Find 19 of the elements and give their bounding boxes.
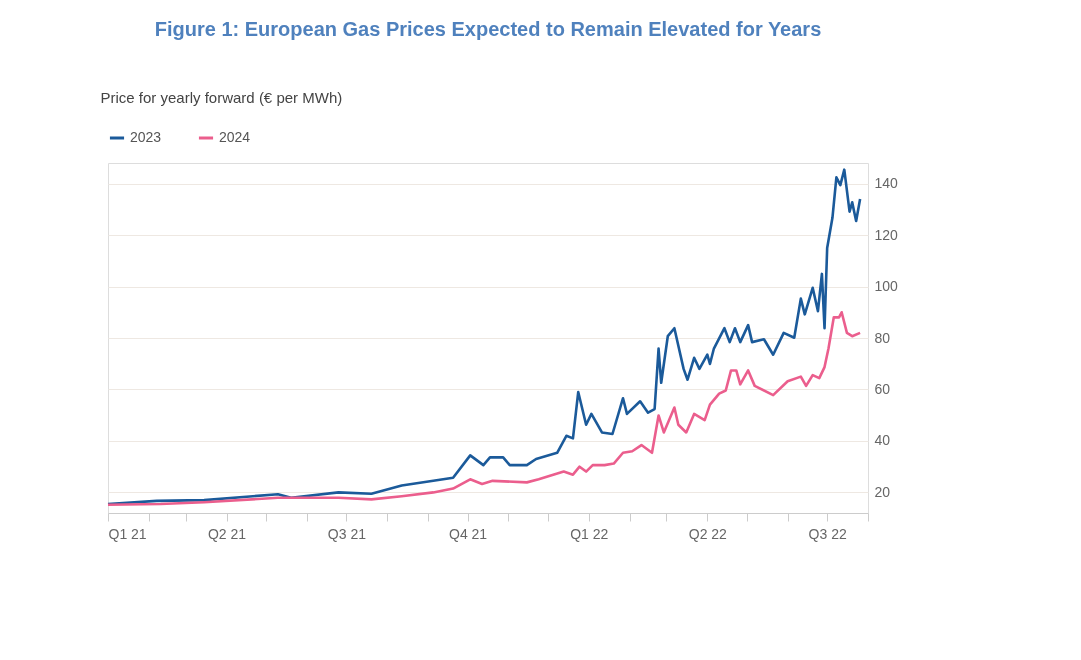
legend-label: 2024 [219, 129, 251, 145]
y-axis-title: Price for yearly forward (€ per MWh) [100, 88, 343, 106]
y-tick-label: 120 [874, 226, 899, 243]
line-series [106, 310, 862, 507]
x-tick-label: Q1 21 [108, 525, 147, 542]
y-tick-label: 20 [874, 483, 891, 500]
x-tick-label: Q2 21 [207, 525, 247, 542]
x-tick-label: Q1 22 [570, 525, 609, 542]
legend-label: 2023 [130, 129, 162, 145]
y-tick-label: 40 [874, 432, 891, 449]
y-tick-label: 100 [874, 278, 899, 295]
y-tick-label: 140 [874, 175, 899, 192]
y-tick-label: 80 [874, 329, 891, 346]
x-tick-label: Q4 21 [449, 525, 488, 542]
chart-title: Figure 1: European Gas Prices Expected to Remain Elevated for Years [154, 18, 822, 40]
x-tick-label: Q3 21 [327, 525, 367, 542]
y-tick-label: 60 [874, 380, 891, 397]
x-tick-label: Q2 22 [688, 525, 728, 542]
x-tick-label: Q3 22 [808, 525, 847, 542]
